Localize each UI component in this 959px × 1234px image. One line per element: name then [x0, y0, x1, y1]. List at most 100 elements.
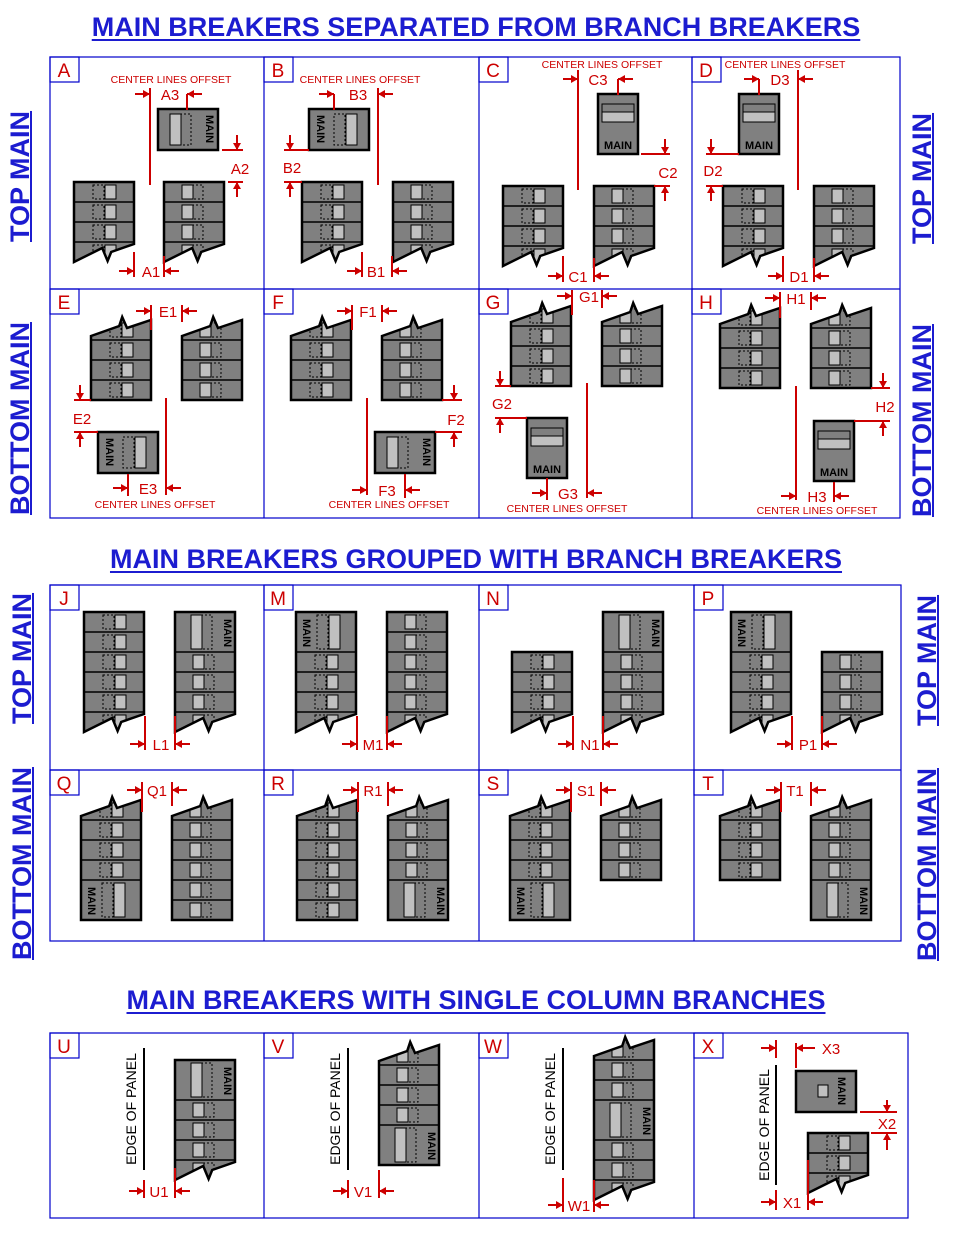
dimension-label: E3: [139, 481, 157, 498]
breaker-handle: [542, 882, 555, 918]
handle-off-outline: [841, 208, 854, 224]
breaker-column-body: [601, 797, 661, 880]
handle-off-outline: [738, 842, 751, 858]
handle-off-outline: [838, 370, 851, 386]
breaker-handle: [111, 822, 124, 838]
breaker-handle: [826, 882, 839, 918]
breaker-column-body: [297, 797, 357, 920]
handle-off-outline: [316, 614, 329, 650]
arrowhead-icon: [814, 272, 821, 280]
handle-off-outline: [521, 228, 534, 244]
breaker-column: [720, 797, 780, 880]
dimension-label: B3: [349, 87, 367, 104]
breaker-column-outline: [170, 793, 234, 922]
arrowhead-icon: [798, 75, 805, 83]
arrowhead-icon: [388, 786, 395, 794]
handle-off-outline: [628, 862, 641, 878]
handle-off-outline: [309, 342, 322, 358]
dimension-label: H1: [786, 291, 805, 308]
breaker-column-body: [388, 797, 448, 920]
handle-off-outline: [530, 654, 543, 670]
handle-off-outline: [320, 224, 333, 240]
breaker-handle: [114, 634, 127, 650]
handle-off-outline: [99, 862, 112, 878]
breaker-handle: [533, 228, 546, 244]
handle-off-outline: [209, 382, 222, 398]
arrowhead-icon: [769, 1198, 776, 1206]
handle-off-outline: [420, 224, 433, 240]
center-lines-offset-note: CENTER LINES OFFSET: [507, 503, 628, 515]
breaker-handle: [327, 862, 340, 878]
cell-letter-box: [263, 769, 294, 796]
handle-off-outline: [738, 862, 751, 878]
dimension-label: A3: [161, 87, 179, 104]
breaker-column-outline: [509, 299, 573, 388]
cell-letter: S: [487, 774, 500, 795]
breaker-handle: [611, 1142, 624, 1158]
arrowhead-icon: [556, 1201, 563, 1209]
breaker-handle: [192, 654, 205, 670]
breaker-column: MAIN: [594, 1037, 654, 1200]
handle-off-outline: [530, 694, 543, 710]
breaker-handle: [620, 694, 633, 710]
breaker-column-body: [811, 797, 871, 920]
breaker-column-outline: [809, 301, 873, 390]
breaker-handle: [345, 113, 358, 146]
cell-letter-box: [693, 769, 724, 796]
breaker-handle: [839, 694, 852, 710]
breaker-column-outline: [89, 313, 153, 402]
cell-letter: M: [270, 589, 286, 610]
breaker-handle: [611, 228, 624, 244]
cell-letter: B: [272, 61, 285, 82]
breaker-handle: [828, 842, 841, 858]
handle-off-outline: [621, 208, 634, 224]
handle-off-outline: [738, 370, 751, 386]
breaker-handle: [763, 614, 776, 650]
main-breaker-label: MAIN: [820, 467, 848, 479]
section-frame: [49, 56, 901, 519]
arrowhead-icon: [571, 75, 578, 83]
dimension-label: S1: [577, 783, 595, 800]
breaker-handle: [838, 1135, 851, 1151]
handle-off-outline: [521, 188, 534, 204]
arrowhead-icon: [769, 1044, 776, 1052]
handle-off-outline: [314, 674, 327, 690]
arrowhead-icon: [143, 90, 150, 98]
breaker-column: [511, 303, 571, 386]
handle-off-outline: [191, 224, 204, 240]
cell-letter: Q: [57, 774, 72, 795]
breaker-handle: [189, 862, 202, 878]
arrowhead-icon: [392, 267, 399, 275]
breaker-handle: [619, 328, 632, 344]
dimension-label: E1: [159, 304, 177, 321]
arrowhead-icon: [341, 1187, 348, 1195]
breaker-handle: [399, 342, 412, 358]
breaker-column-outline: [386, 793, 450, 922]
breaker-column-outline: [592, 184, 656, 269]
breaker-handle: [326, 674, 339, 690]
arrowhead-icon: [175, 1187, 182, 1195]
handle-off-outline: [209, 342, 222, 358]
breaker-column: MAIN: [81, 797, 141, 920]
cell-letter-box: [49, 769, 80, 796]
cell-letter: U: [57, 1037, 71, 1058]
breaker-column-outline: [820, 650, 884, 735]
handle-off-outline: [102, 674, 115, 690]
breaker-handle: [404, 614, 417, 630]
breaker-column: MAIN: [296, 612, 356, 732]
handle-off-outline: [849, 694, 862, 710]
breaker-handle: [190, 614, 203, 650]
breaker-handle: [111, 862, 124, 878]
handle-off-outline: [630, 654, 643, 670]
handle-off-outline: [102, 654, 115, 670]
breaker-handle: [192, 1102, 205, 1118]
handle-off-outline: [841, 228, 854, 244]
arrowhead-icon: [789, 492, 796, 500]
breaker-handle: [540, 822, 553, 838]
breaker-column-outline: [812, 184, 876, 269]
dimension-label: A1: [142, 264, 160, 281]
handle-off-outline: [749, 674, 762, 690]
breaker-column: [808, 1133, 868, 1193]
breaker-handle: [541, 368, 554, 384]
